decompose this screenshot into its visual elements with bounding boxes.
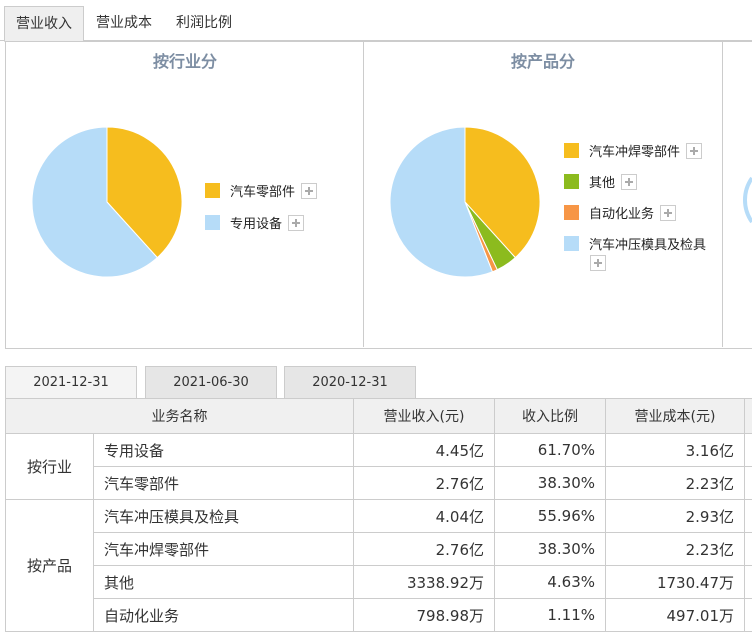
plus-icon[interactable] [288,214,305,231]
ratio-cell: 61.70% [494,433,606,467]
column-header: 业务名称 [5,398,354,434]
legend-item-stamping-parts[interactable]: 汽车冲焊零部件 [564,141,703,160]
top-tab-bar: 营业收入 营业成本 利润比例 [0,0,752,42]
chart-title-industry: 按行业分 [152,52,217,71]
table-header-row: 业务名称 营业收入(元) 收入比例 营业成本(元) [5,398,752,434]
column-header: 营业成本(元) [605,398,745,434]
legend-label: 汽车零部件 [230,185,296,200]
pie-chart-partial [742,176,752,224]
ratio-cell: 38.30% [494,532,606,566]
column-header: 营业收入(元) [353,398,495,434]
legend-swatch [564,143,579,158]
tab-date-2021-12-31[interactable]: 2021-12-31 [5,366,137,399]
legend-item-automation[interactable]: 自动化业务 [564,203,677,222]
cost-cell: 2.23亿 [605,466,745,500]
business-name: 其他 [93,565,354,599]
business-name: 专用设备 [93,433,354,467]
table-row: 自动化业务 798.98万 1.11% 497.01万 [6,598,752,632]
legend-label: 其他 [589,176,616,191]
pie-slice[interactable] [464,126,541,259]
tab-revenue[interactable]: 营业收入 [4,6,84,42]
tab-profit-ratio[interactable]: 利润比例 [176,15,232,31]
revenue-cell: 4.04亿 [353,499,495,533]
legend-label: 自动化业务 [589,207,655,222]
tab-date-2021-06-30[interactable]: 2021-06-30 [145,366,277,399]
revenue-cell: 4.45亿 [353,433,495,467]
legend-item-molds[interactable]: 汽车冲压模具及检具 [564,234,706,253]
ratio-cell: 1.11% [494,598,606,632]
cost-cell: 497.01万 [605,598,745,632]
revenue-cell: 2.76亿 [353,466,495,500]
legend-swatch [564,236,579,251]
ratio-cell: 4.63% [494,565,606,599]
revenue-table: 业务名称 营业收入(元) 收入比例 营业成本(元) 按行业 专用设备 4.45亿… [5,398,752,632]
legend-item-other[interactable]: 其他 [564,172,638,191]
cost-cell: 2.93亿 [605,499,745,533]
table-row: 其他 3338.92万 4.63% 1730.47万 [6,565,752,599]
panel-divider [722,41,723,347]
cost-cell: 3.16亿 [605,433,745,467]
revenue-cell: 2.76亿 [353,532,495,566]
revenue-cell: 3338.92万 [353,565,495,599]
pie-slice[interactable] [31,126,159,278]
cost-cell: 2.23亿 [605,532,745,566]
plus-icon[interactable] [590,255,606,271]
business-name: 汽车冲焊零部件 [93,532,354,566]
legend-label: 汽车冲焊零部件 [589,145,681,160]
business-name: 汽车零部件 [93,466,354,500]
ratio-cell: 55.96% [494,499,606,533]
chart-panel [5,41,752,349]
legend-swatch [205,183,220,198]
legend-item-auto-parts[interactable]: 汽车零部件 [205,181,318,200]
business-name: 汽车冲压模具及检具 [93,499,354,533]
ratio-cell: 38.30% [494,466,606,500]
pie-slice[interactable] [106,126,183,259]
tab-date-2020-12-31[interactable]: 2020-12-31 [284,366,416,399]
pie-slice[interactable] [389,126,494,278]
legend-swatch [205,215,220,230]
revenue-cell: 798.98万 [353,598,495,632]
business-name: 自动化业务 [93,598,354,632]
tab-cost[interactable]: 营业成本 [96,15,152,31]
plus-icon[interactable] [301,182,318,199]
legend-swatch [564,205,579,220]
table-row: 汽车冲焊零部件 2.76亿 38.30% 2.23亿 [6,532,752,566]
column-header: 收入比例 [494,398,606,434]
table-row: 汽车零部件 2.76亿 38.30% 2.23亿 [6,466,752,500]
chart-title-product: 按产品分 [510,52,575,71]
plus-icon[interactable] [621,173,638,190]
column-header [744,398,752,434]
table-row: 按产品 汽车冲压模具及检具 4.04亿 55.96% 2.93亿 [5,499,752,632]
pie-chart-product [389,126,541,278]
pie-chart-industry [31,126,183,278]
cost-cell: 1730.47万 [605,565,745,599]
plus-icon[interactable] [686,142,703,159]
plus-icon[interactable] [660,204,677,221]
legend-label: 专用设备 [230,217,283,232]
table-row: 按行业 专用设备 4.45亿 61.70% 3.16亿 [5,433,752,500]
panel-divider [363,41,364,347]
legend-label: 汽车冲压模具及检具 [589,238,707,253]
group-label: 按行业 [5,433,94,500]
legend-item-special-equipment[interactable]: 专用设备 [205,213,305,232]
legend-swatch [564,174,579,189]
group-label: 按产品 [5,499,94,632]
